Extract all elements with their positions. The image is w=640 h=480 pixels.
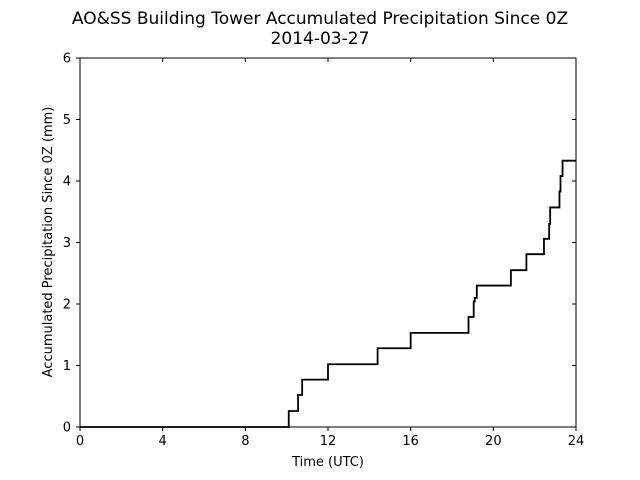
x-tick-label: 0 (76, 434, 84, 449)
x-axis-label: Time (UTC) (291, 455, 364, 470)
y-axis-label: Accumulated Precipitation Since 0Z (mm) (41, 107, 56, 378)
y-tick-label: 0 (63, 421, 71, 436)
chart-subtitle: 2014-03-27 (271, 29, 370, 49)
x-tick-label: 4 (159, 434, 167, 449)
y-tick-label: 1 (63, 359, 71, 374)
series-line (80, 159, 576, 428)
y-tick-label: 4 (63, 175, 71, 190)
x-tick-label: 20 (485, 434, 502, 449)
x-tick-label: 16 (402, 434, 419, 449)
y-tick-label: 2 (63, 298, 71, 313)
x-tick-label: 8 (241, 434, 249, 449)
chart-title: AO&SS Building Tower Accumulated Precipi… (72, 9, 568, 29)
y-tick-label: 3 (63, 236, 71, 251)
y-tick-label: 5 (63, 113, 71, 128)
x-tick-label: 24 (568, 434, 585, 449)
y-tick-label: 6 (63, 52, 71, 67)
x-tick-label: 12 (320, 434, 337, 449)
plot-frame (79, 57, 577, 428)
